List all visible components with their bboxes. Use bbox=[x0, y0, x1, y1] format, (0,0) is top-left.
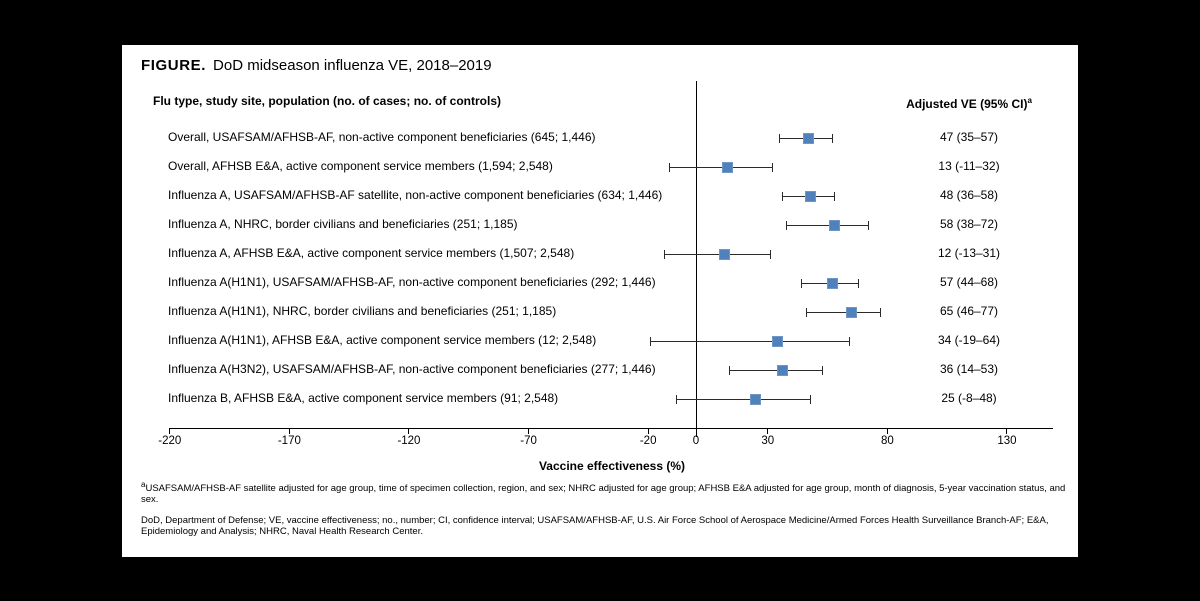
ci-cap-high bbox=[834, 191, 836, 201]
forest-plot: -220 -170 -120 -70 -20 0 30 80 130 Overall, USAFS… bbox=[122, 45, 1078, 557]
ve-marker bbox=[776, 364, 788, 376]
ci-whisker bbox=[729, 369, 823, 371]
x-axis-tick-label: 0 bbox=[692, 435, 700, 447]
forest-row-label: Influenza A(H1N1), USAFSAM/AFHSB-AF, non… bbox=[168, 275, 656, 289]
forest-row-label: Influenza A(H1N1), NHRC, border civilian… bbox=[168, 304, 557, 318]
forest-row-label: Influenza A, NHRC, border civilians and … bbox=[168, 217, 518, 231]
x-axis-tick bbox=[647, 428, 649, 434]
ci-whisker bbox=[676, 398, 811, 400]
ci-cap-high bbox=[858, 278, 860, 288]
ve-marker bbox=[845, 306, 857, 318]
forest-row-label: Overall, AFHSB E&A, active component ser… bbox=[168, 159, 553, 173]
forest-row-label: Influenza A(H1N1), AFHSB E&A, active com… bbox=[168, 333, 597, 347]
ci-cap-high bbox=[810, 394, 812, 404]
x-axis-tick bbox=[288, 428, 290, 434]
ve-marker bbox=[829, 219, 841, 231]
header-footnote-marker: a bbox=[1027, 96, 1032, 105]
ci-cap-low bbox=[728, 365, 730, 375]
ci-whisker bbox=[650, 340, 850, 342]
ci-cap-high bbox=[769, 249, 771, 259]
ci-whisker bbox=[664, 253, 771, 255]
forest-row-label: Influenza B, AFHSB E&A, active component… bbox=[168, 391, 559, 405]
ci-cap-low bbox=[676, 394, 678, 404]
ci-cap-low bbox=[669, 162, 671, 172]
ci-cap-low bbox=[650, 336, 652, 346]
forest-row-label: Influenza A(H3N2), USAFSAM/AFHSB-AF, non… bbox=[168, 362, 656, 376]
ve-value: 25 (-8–48) bbox=[941, 391, 997, 405]
ve-value: 36 (14–53) bbox=[939, 362, 999, 376]
ci-cap-high bbox=[848, 336, 850, 346]
x-axis-tick bbox=[1006, 428, 1008, 434]
footnote-adjustments: aUSAFSAM/AFHSB-AF satellite adjusted for… bbox=[141, 479, 1066, 505]
ve-marker bbox=[719, 248, 731, 260]
x-axis-tick bbox=[169, 428, 171, 434]
x-axis-tick-label: -20 bbox=[639, 435, 657, 447]
zero-reference-line bbox=[695, 81, 697, 437]
x-axis-tick bbox=[408, 428, 410, 434]
ve-value: 13 (-11–32) bbox=[938, 159, 1000, 173]
ve-marker bbox=[802, 132, 814, 144]
figure-title-text: DoD midseason influenza VE, 2018–2019 bbox=[213, 57, 492, 74]
ve-value: 65 (46–77) bbox=[939, 304, 999, 318]
forest-row-label: Influenza A, AFHSB E&A, active component… bbox=[168, 246, 575, 260]
ci-cap-high bbox=[772, 162, 774, 172]
ve-marker bbox=[826, 277, 838, 289]
x-axis-tick bbox=[528, 428, 530, 434]
ci-whisker bbox=[786, 224, 869, 226]
ci-cap-low bbox=[800, 278, 802, 288]
ci-cap-low bbox=[805, 307, 807, 317]
ci-cap-low bbox=[781, 191, 783, 201]
ci-cap-low bbox=[786, 220, 788, 230]
ci-cap-high bbox=[822, 365, 824, 375]
forest-row-label: Overall, USAFSAM/AFHSB-AF, non-active co… bbox=[168, 130, 596, 144]
ve-value: 57 (44–68) bbox=[939, 275, 999, 289]
ve-value: 48 (36–58) bbox=[939, 188, 999, 202]
ci-cap-low bbox=[779, 133, 781, 143]
x-axis-title: Vaccine effectiveness (%) bbox=[538, 459, 686, 473]
x-axis-tick-label: 130 bbox=[997, 435, 1017, 447]
x-axis-tick bbox=[767, 428, 769, 434]
ve-marker bbox=[771, 335, 783, 347]
ci-cap-high bbox=[831, 133, 833, 143]
x-axis-tick-label: 80 bbox=[880, 435, 894, 447]
ve-value: 47 (35–57) bbox=[939, 130, 999, 144]
column-header-flu-type: Flu type, study site, population (no. of… bbox=[153, 94, 502, 108]
ve-marker bbox=[750, 393, 762, 405]
ve-marker bbox=[721, 161, 733, 173]
x-axis-tick-label: -70 bbox=[520, 435, 537, 447]
figure-title: FIGURE. DoD midseason influenza VE, 2018–… bbox=[141, 57, 492, 74]
forest-row-label: Influenza A, USAFSAM/AFHSB-AF satellite,… bbox=[168, 188, 663, 202]
x-axis-tick-label: -170 bbox=[277, 435, 301, 447]
x-axis-tick bbox=[886, 428, 888, 434]
ci-cap-low bbox=[664, 249, 666, 259]
x-axis-line bbox=[170, 428, 1053, 429]
ci-cap-high bbox=[879, 307, 881, 317]
x-axis-tick-label: -120 bbox=[397, 435, 421, 447]
ci-whisker bbox=[669, 166, 773, 168]
ve-value: 12 (-13–31) bbox=[937, 246, 1001, 260]
x-axis-tick-label: -220 bbox=[158, 435, 182, 447]
ve-value: 58 (38–72) bbox=[939, 217, 999, 231]
figure-card: FIGURE. DoD midseason influenza VE, 2018–… bbox=[122, 45, 1078, 557]
ci-whisker bbox=[806, 311, 881, 313]
footnote-a-marker: a bbox=[141, 479, 146, 489]
x-axis-tick-label: 30 bbox=[761, 435, 775, 447]
x-axis-tick bbox=[695, 428, 697, 434]
ve-marker bbox=[805, 190, 817, 202]
column-header-adjusted-ve: Adjusted VE (95% CI)a bbox=[906, 96, 1032, 112]
figure-title-label: FIGURE. bbox=[141, 57, 207, 74]
ve-value: 34 (-19–64) bbox=[937, 333, 1001, 347]
footnote-abbreviations: DoD, Department of Defense; VE, vaccine … bbox=[141, 515, 1049, 537]
ci-cap-high bbox=[867, 220, 869, 230]
